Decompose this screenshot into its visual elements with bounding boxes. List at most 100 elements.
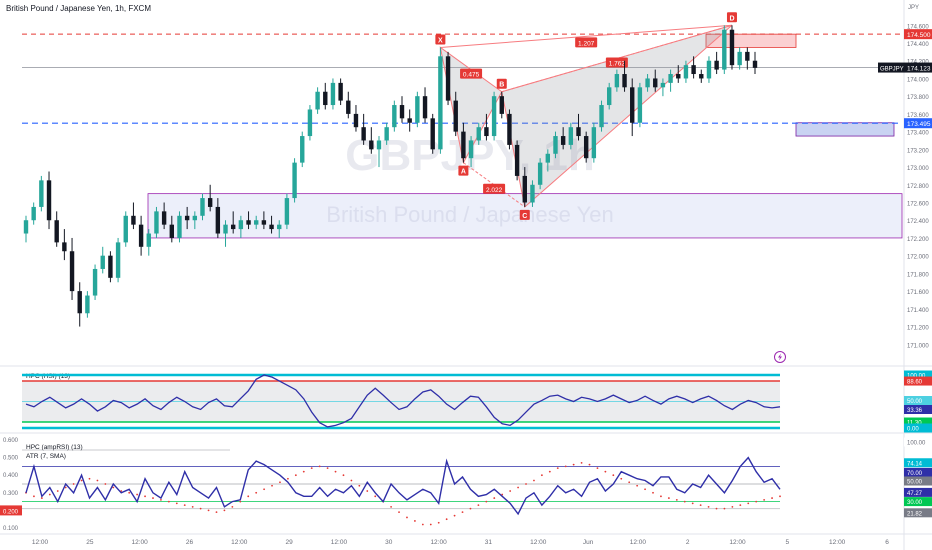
- hsi-price-label: 0.00: [907, 427, 919, 433]
- atr-dot: [445, 518, 448, 521]
- amprsi-price-label: 70.00: [907, 471, 923, 477]
- atr-dot: [366, 490, 369, 492]
- price-tick-label: 171.400: [907, 308, 929, 314]
- atr-dot: [453, 514, 456, 517]
- amprsi-price-label: 47.27: [907, 491, 923, 497]
- time-tick-label: 12:00: [430, 539, 447, 546]
- hsi-price-label: 88.60: [907, 380, 923, 386]
- candle-body: [415, 96, 420, 123]
- time-tick-label: 2: [686, 539, 690, 546]
- atr-dot: [294, 474, 297, 477]
- atr-dot: [80, 479, 83, 482]
- candle-body: [154, 211, 159, 234]
- pattern-point-badge: [496, 78, 507, 89]
- atr-dot: [350, 479, 353, 482]
- amprsi-price-label: 50.00: [907, 480, 923, 486]
- candle-body: [300, 136, 305, 163]
- atr-dot: [239, 500, 242, 503]
- amprsi-last-label: 0.200: [3, 509, 19, 515]
- candle-body: [622, 74, 627, 88]
- time-tick-label: 12:00: [231, 539, 248, 546]
- amprsi-left-tick: 0.600: [3, 438, 19, 444]
- atr-dot: [358, 484, 361, 487]
- time-tick-label: 31: [485, 539, 493, 546]
- price-tick-label: 172.400: [907, 219, 929, 225]
- atr-dot: [310, 467, 313, 470]
- candle-body: [184, 215, 190, 221]
- ratio-badge: [575, 37, 598, 48]
- candle-body: [123, 215, 128, 243]
- candle-body: [637, 87, 643, 123]
- price-tick-label: 171.000: [907, 343, 929, 349]
- atr-dot: [525, 483, 527, 485]
- candle-body: [530, 184, 535, 203]
- atr-dot: [64, 486, 67, 489]
- candle-body: [461, 131, 466, 159]
- atr-dot: [334, 470, 337, 473]
- lightning-icon[interactable]: [774, 351, 786, 363]
- atr-title: ATR (7, SMA): [26, 453, 66, 460]
- atr-dot: [421, 523, 424, 526]
- amprsi-left-tick: 0.300: [3, 491, 19, 497]
- candle-body: [729, 29, 735, 66]
- hsi-price-tag: [904, 376, 932, 386]
- candle-body: [514, 144, 520, 176]
- atr-dot: [564, 465, 567, 468]
- atr-dot: [723, 507, 726, 510]
- candle-body: [169, 224, 174, 238]
- atr-dot: [160, 498, 162, 501]
- atr-dot: [517, 486, 519, 489]
- candle-body: [706, 60, 712, 79]
- candle-body: [238, 220, 244, 230]
- candle-body: [269, 224, 274, 230]
- candle-body: [645, 78, 650, 88]
- atr-dot: [318, 465, 321, 468]
- atr-dot: [771, 497, 773, 499]
- candle-body: [54, 220, 59, 243]
- candle-body: [23, 220, 29, 234]
- atr-dot: [477, 504, 480, 507]
- amprsi-series-line: [25, 456, 781, 516]
- atr-dot: [136, 493, 139, 496]
- atr-dot: [374, 495, 377, 498]
- price-tick-label: 171.600: [907, 290, 929, 296]
- atr-dot: [215, 511, 218, 514]
- atr-dot: [40, 497, 43, 499]
- candle-body: [330, 82, 336, 106]
- candle-body: [491, 96, 497, 137]
- atr-dot: [231, 505, 234, 508]
- price-tick-label: 173.800: [907, 95, 929, 101]
- pattern-line-xd: [440, 24, 733, 48]
- candle-body: [292, 162, 297, 199]
- atr-dot: [469, 507, 472, 510]
- atr-dot: [739, 504, 742, 507]
- amprsi-price-tag: [904, 497, 932, 507]
- atr-dot: [652, 491, 654, 494]
- candle-body: [246, 220, 251, 225]
- candle-body: [453, 100, 458, 132]
- atr-dot: [699, 504, 702, 507]
- atr-dot: [731, 505, 734, 508]
- atr-dot: [342, 474, 345, 477]
- atr-dot: [437, 521, 440, 524]
- hsi-panel: HPC (HSI) (13): [22, 373, 781, 430]
- atr-dot: [533, 479, 535, 482]
- candles-layer: [23, 25, 758, 327]
- target-zone: [795, 122, 895, 137]
- resistance-price-label: 174.500: [907, 32, 931, 39]
- price-tick-label: 172.600: [907, 202, 929, 208]
- atr-dot: [747, 502, 750, 505]
- atr-dot: [271, 484, 273, 487]
- candle-body: [85, 295, 90, 314]
- candle-body: [714, 60, 719, 70]
- candle-body: [676, 74, 681, 79]
- atr-dot: [628, 481, 631, 484]
- atr-dot: [96, 479, 99, 482]
- axis-unit-label: JPY: [908, 5, 919, 11]
- amprsi-price-label: 74.14: [907, 461, 923, 467]
- hsi-price-label: 100.00: [907, 374, 926, 380]
- atr-dot: [56, 490, 59, 492]
- atr-dot: [620, 477, 623, 480]
